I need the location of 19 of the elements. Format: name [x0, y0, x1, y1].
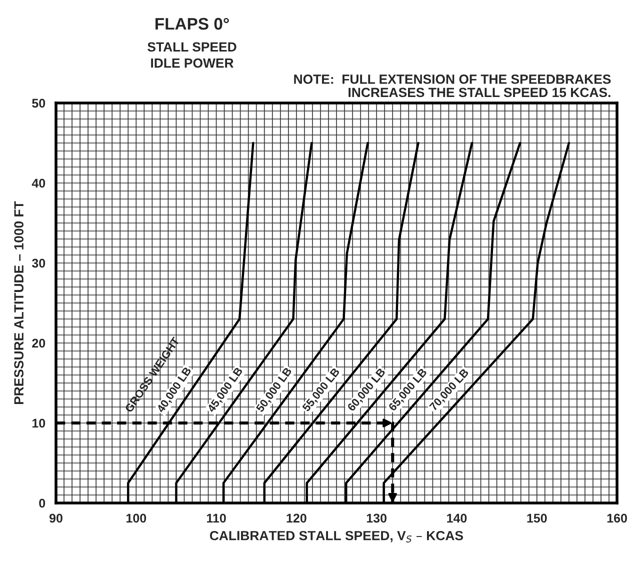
y-tick-label: 30 — [32, 258, 46, 268]
x-tick-label: 140 — [447, 514, 467, 523]
y-tick-label: 50 — [32, 98, 46, 108]
x-tick-label: 110 — [206, 514, 226, 523]
y-tick-label: 40 — [32, 178, 46, 188]
x-tick-label: 120 — [286, 514, 306, 523]
chart-title: FLAPS 0° — [156, 18, 229, 30]
text: NOTE: FULL EXTENSION OF THE SPEEDBRAKES INCREASES THE STALL SPEED 15 KCAS. — [294, 74, 611, 98]
chart-subtitle: STALL SPEED IDLE POWER — [148, 42, 236, 68]
x-tick-label: 160 — [607, 514, 627, 523]
x-tick-label: 150 — [527, 514, 547, 523]
y-tick-label: 20 — [32, 338, 46, 348]
y-axis-title: PRESSURE ALTITUDE – 1000 FT — [14, 201, 24, 404]
y-tick-label: 10 — [32, 418, 46, 428]
y-tick-label: 0 — [39, 498, 46, 508]
x-tick-label: 90 — [49, 514, 62, 523]
x-tick-label: 100 — [126, 514, 146, 523]
x-axis-title: CALIBRATED STALL SPEED, V$_{S}$ – KCAS — [210, 530, 463, 542]
x-tick-label: 130 — [366, 514, 386, 523]
